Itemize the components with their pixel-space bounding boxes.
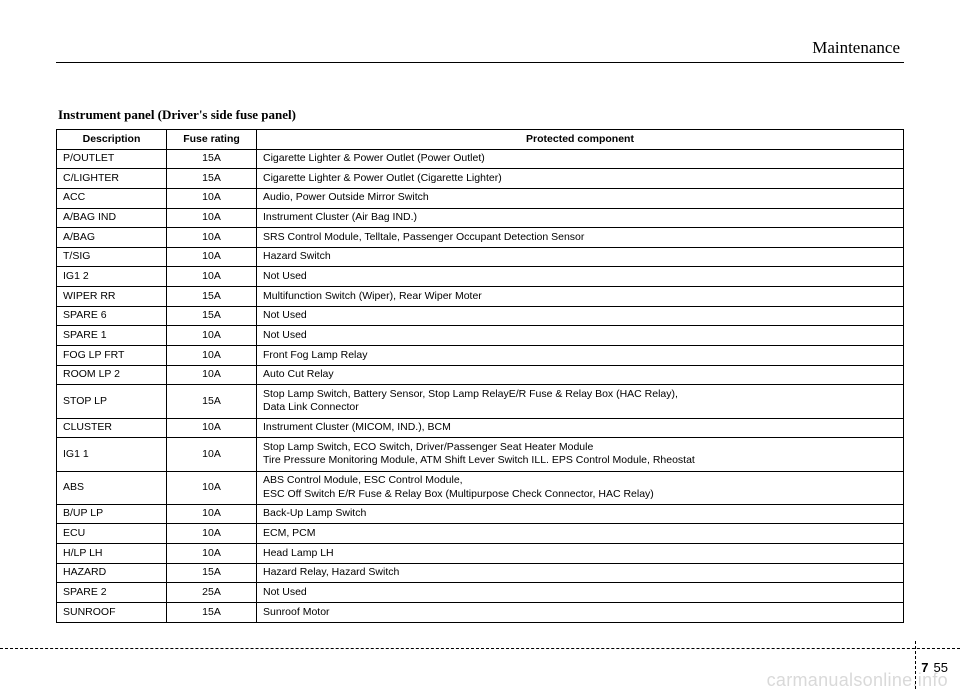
- cell-description: SPARE 1: [57, 326, 167, 346]
- cell-component: Instrument Cluster (Air Bag IND.): [257, 208, 904, 228]
- cell-rating: 10A: [167, 438, 257, 471]
- cell-description: ABS: [57, 471, 167, 504]
- cell-rating: 10A: [167, 365, 257, 385]
- cell-description: FOG LP FRT: [57, 346, 167, 366]
- cell-component: Instrument Cluster (MICOM, IND.), BCM: [257, 418, 904, 438]
- cell-rating: 10A: [167, 524, 257, 544]
- table-row: C/LIGHTER15ACigarette Lighter & Power Ou…: [57, 169, 904, 189]
- fuse-table: Description Fuse rating Protected compon…: [56, 129, 904, 623]
- cell-component: Back-Up Lamp Switch: [257, 504, 904, 524]
- cell-rating: 15A: [167, 169, 257, 189]
- cell-description: HAZARD: [57, 563, 167, 583]
- table-row: ABS10AABS Control Module, ESC Control Mo…: [57, 471, 904, 504]
- cell-rating: 15A: [167, 385, 257, 418]
- cell-description: ECU: [57, 524, 167, 544]
- table-row: SPARE 615ANot Used: [57, 306, 904, 326]
- cell-description: A/BAG IND: [57, 208, 167, 228]
- cell-description: ACC: [57, 188, 167, 208]
- cell-description: H/LP LH: [57, 544, 167, 564]
- cell-rating: 15A: [167, 603, 257, 623]
- cell-description: CLUSTER: [57, 418, 167, 438]
- th-rating: Fuse rating: [167, 130, 257, 150]
- cell-component: Not Used: [257, 306, 904, 326]
- cell-component: ECM, PCM: [257, 524, 904, 544]
- cell-description: SPARE 6: [57, 306, 167, 326]
- cell-description: ROOM LP 2: [57, 365, 167, 385]
- table-row: B/UP LP10ABack-Up Lamp Switch: [57, 504, 904, 524]
- table-row: H/LP LH10AHead Lamp LH: [57, 544, 904, 564]
- cell-component: Stop Lamp Switch, ECO Switch, Driver/Pas…: [257, 438, 904, 471]
- cell-rating: 10A: [167, 504, 257, 524]
- cell-component: SRS Control Module, Telltale, Passenger …: [257, 228, 904, 248]
- cell-description: P/OUTLET: [57, 149, 167, 169]
- chapter-title: Maintenance: [56, 38, 904, 58]
- table-row: SUNROOF15ASunroof Motor: [57, 603, 904, 623]
- cell-component: Front Fog Lamp Relay: [257, 346, 904, 366]
- cell-rating: 10A: [167, 326, 257, 346]
- table-row: STOP LP15AStop Lamp Switch, Battery Sens…: [57, 385, 904, 418]
- table-row: ACC10AAudio, Power Outside Mirror Switch: [57, 188, 904, 208]
- table-row: P/OUTLET15ACigarette Lighter & Power Out…: [57, 149, 904, 169]
- table-row: FOG LP FRT10AFront Fog Lamp Relay: [57, 346, 904, 366]
- cell-component: Cigarette Lighter & Power Outlet (Cigare…: [257, 169, 904, 189]
- cell-rating: 10A: [167, 228, 257, 248]
- cell-component: Sunroof Motor: [257, 603, 904, 623]
- header-rule: [56, 62, 904, 63]
- cell-description: C/LIGHTER: [57, 169, 167, 189]
- cell-rating: 10A: [167, 188, 257, 208]
- table-row: A/BAG10ASRS Control Module, Telltale, Pa…: [57, 228, 904, 248]
- cell-description: WIPER RR: [57, 287, 167, 307]
- th-component: Protected component: [257, 130, 904, 150]
- cell-rating: 10A: [167, 208, 257, 228]
- cell-description: IG1 2: [57, 267, 167, 287]
- table-header-row: Description Fuse rating Protected compon…: [57, 130, 904, 150]
- cell-description: T/SIG: [57, 247, 167, 267]
- cell-rating: 15A: [167, 287, 257, 307]
- cell-component: ABS Control Module, ESC Control Module, …: [257, 471, 904, 504]
- table-row: IG1 210ANot Used: [57, 267, 904, 287]
- cell-component: Audio, Power Outside Mirror Switch: [257, 188, 904, 208]
- section-title: Instrument panel (Driver's side fuse pan…: [56, 107, 904, 123]
- cell-rating: 10A: [167, 544, 257, 564]
- table-row: CLUSTER10AInstrument Cluster (MICOM, IND…: [57, 418, 904, 438]
- cell-rating: 10A: [167, 471, 257, 504]
- table-row: SPARE 110ANot Used: [57, 326, 904, 346]
- cell-component: Multifunction Switch (Wiper), Rear Wiper…: [257, 287, 904, 307]
- cell-rating: 25A: [167, 583, 257, 603]
- cell-description: B/UP LP: [57, 504, 167, 524]
- cell-rating: 10A: [167, 418, 257, 438]
- cell-description: SPARE 2: [57, 583, 167, 603]
- watermark: carmanualsonline.info: [767, 670, 948, 691]
- cell-rating: 10A: [167, 267, 257, 287]
- cell-component: Hazard Relay, Hazard Switch: [257, 563, 904, 583]
- cell-component: Not Used: [257, 583, 904, 603]
- cell-description: SUNROOF: [57, 603, 167, 623]
- cell-component: Stop Lamp Switch, Battery Sensor, Stop L…: [257, 385, 904, 418]
- table-row: IG1 110AStop Lamp Switch, ECO Switch, Dr…: [57, 438, 904, 471]
- cell-description: IG1 1: [57, 438, 167, 471]
- bottom-rule: [0, 648, 960, 649]
- cell-component: Cigarette Lighter & Power Outlet (Power …: [257, 149, 904, 169]
- table-row: WIPER RR15AMultifunction Switch (Wiper),…: [57, 287, 904, 307]
- cell-description: A/BAG: [57, 228, 167, 248]
- table-row: T/SIG10AHazard Switch: [57, 247, 904, 267]
- table-row: A/BAG IND10AInstrument Cluster (Air Bag …: [57, 208, 904, 228]
- table-row: ROOM LP 210AAuto Cut Relay: [57, 365, 904, 385]
- cell-rating: 15A: [167, 563, 257, 583]
- cell-rating: 15A: [167, 149, 257, 169]
- table-row: ECU10AECM, PCM: [57, 524, 904, 544]
- cell-description: STOP LP: [57, 385, 167, 418]
- cell-component: Auto Cut Relay: [257, 365, 904, 385]
- cell-component: Not Used: [257, 267, 904, 287]
- cell-component: Not Used: [257, 326, 904, 346]
- table-row: HAZARD15AHazard Relay, Hazard Switch: [57, 563, 904, 583]
- cell-rating: 10A: [167, 247, 257, 267]
- cell-rating: 15A: [167, 306, 257, 326]
- cell-component: Hazard Switch: [257, 247, 904, 267]
- cell-rating: 10A: [167, 346, 257, 366]
- cell-component: Head Lamp LH: [257, 544, 904, 564]
- table-row: SPARE 225ANot Used: [57, 583, 904, 603]
- th-description: Description: [57, 130, 167, 150]
